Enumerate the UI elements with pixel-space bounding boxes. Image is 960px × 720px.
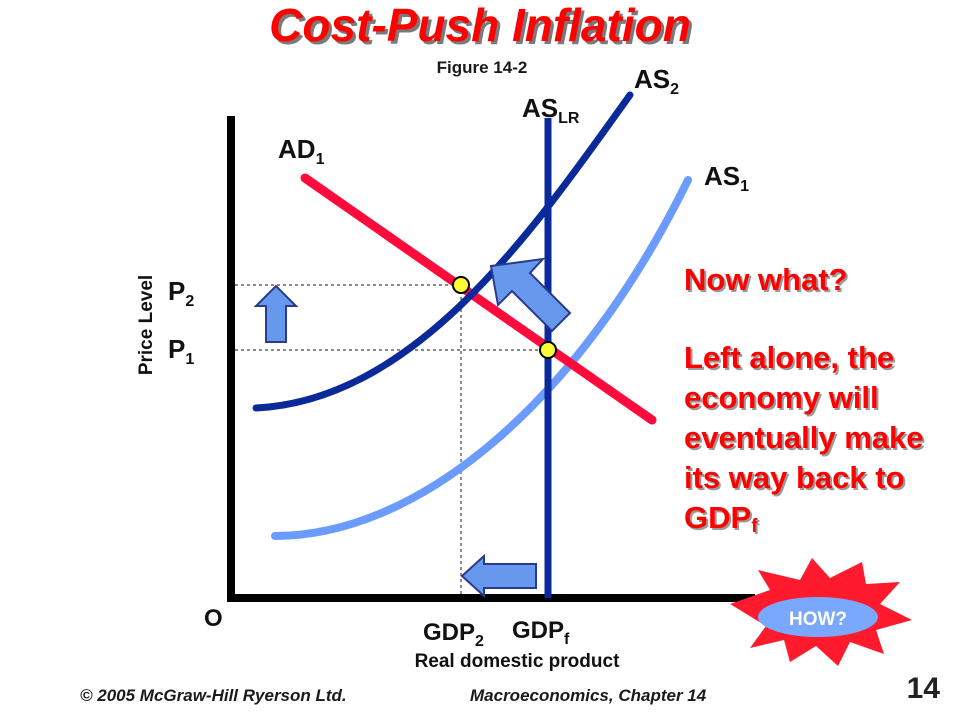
as1-curve — [271, 176, 692, 540]
gdpf-label: GDPf — [512, 617, 570, 648]
y-axis-label: Price Level — [136, 275, 157, 375]
ad1-curve — [300, 173, 657, 425]
equilibrium-point-1 — [539, 341, 557, 359]
as1-label: AS1 — [704, 161, 749, 195]
shift-arrow-icon — [489, 257, 572, 333]
note-explanation: Left alone, the economy will eventually … — [684, 340, 924, 537]
as2-label: AS2 — [634, 64, 679, 98]
p2-label: P2 — [168, 276, 194, 310]
p1-label: P1 — [168, 334, 194, 368]
slide-title: Cost-Push Inflation — [269, 0, 691, 51]
aslr-label: ASLR — [522, 93, 580, 127]
left-arrow-icon — [460, 553, 537, 599]
how-burst-inner — [758, 597, 878, 637]
commentary-text: Now what? Left alone, the economy will e… — [684, 260, 954, 538]
as2-curve — [252, 91, 634, 412]
footer-course: Macroeconomics, Chapter 14 — [470, 686, 707, 705]
gdp2-label: GDP2 — [423, 619, 484, 650]
note-spacer — [684, 300, 954, 338]
up-arrow-icon — [253, 284, 299, 343]
figure-label: Figure 14-2 — [436, 58, 528, 77]
x-axis-label: Real domestic product — [415, 651, 620, 672]
page-number: 14 — [906, 672, 940, 705]
note-question: Now what? — [684, 262, 848, 297]
how-label: HOW? — [789, 609, 847, 630]
origin-label: O — [204, 605, 223, 632]
footer-copyright: © 2005 McGraw-Hill Ryerson Ltd. — [80, 686, 347, 705]
equilibrium-point-2 — [452, 276, 470, 294]
ad1-label: AD1 — [278, 134, 325, 168]
